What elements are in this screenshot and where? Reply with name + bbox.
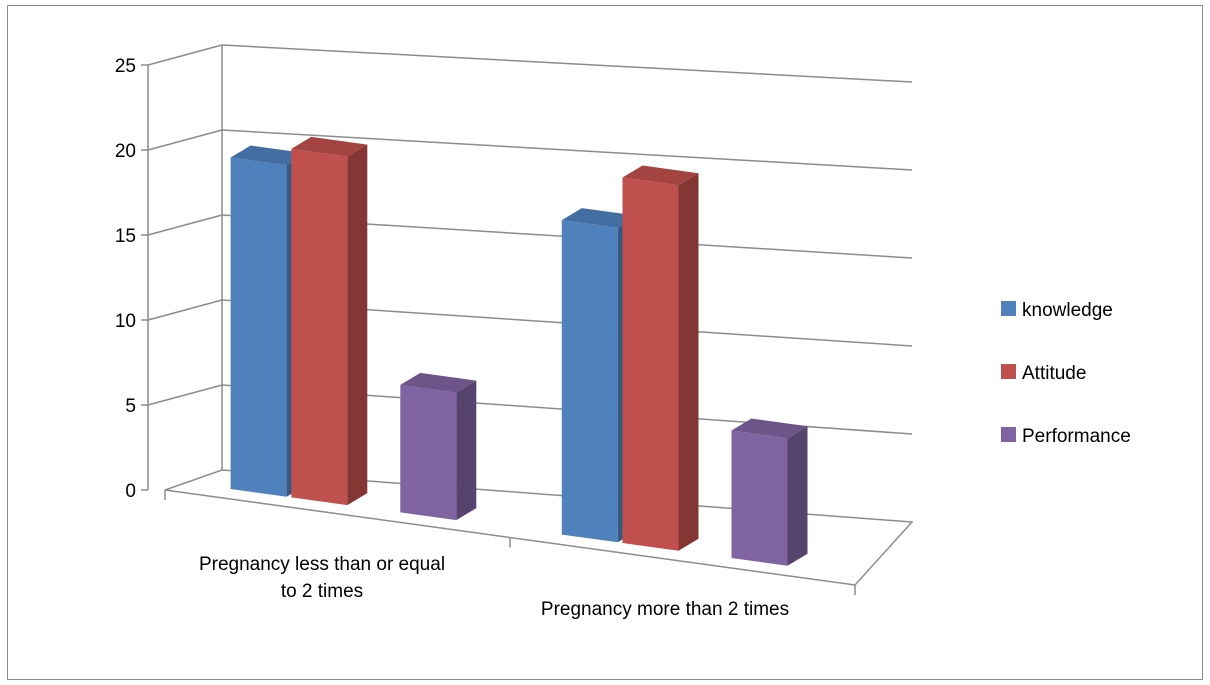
bar-top bbox=[400, 372, 477, 393]
legend-swatch-attitude bbox=[1001, 364, 1016, 379]
legend: knowledge Attitude Performance bbox=[1001, 300, 1131, 447]
bar-side bbox=[787, 426, 808, 566]
bar-top bbox=[731, 418, 808, 439]
legend-swatch-knowledge bbox=[1001, 301, 1016, 316]
bar-attitude-2 bbox=[622, 165, 699, 551]
bar-top bbox=[622, 165, 699, 186]
y-tick-label: 0 bbox=[125, 481, 136, 502]
gridline-back bbox=[221, 44, 913, 83]
bar-top bbox=[230, 145, 307, 166]
y-tick-label: 10 bbox=[115, 311, 136, 332]
bar-side bbox=[456, 380, 477, 521]
bar-front bbox=[731, 430, 788, 566]
bar-front bbox=[400, 384, 457, 521]
legend-swatch-performance bbox=[1001, 427, 1016, 442]
bar-performance-1 bbox=[400, 372, 477, 521]
category-label: Pregnancy less than or equal bbox=[199, 554, 445, 575]
bar-front bbox=[622, 177, 679, 551]
legend-label-knowledge: knowledge bbox=[1022, 300, 1113, 321]
y-tick-label: 25 bbox=[115, 56, 136, 77]
y-tick-label: 5 bbox=[125, 396, 136, 417]
gridline-side bbox=[147, 44, 223, 66]
bar-performance-2 bbox=[731, 418, 808, 566]
bar-front bbox=[561, 220, 618, 543]
bar-front bbox=[230, 157, 287, 497]
y-axis-ticks: 0 5 10 15 20 25 bbox=[115, 56, 148, 502]
bar-top bbox=[561, 208, 638, 228]
bar-side bbox=[347, 144, 368, 506]
category-labels: Pregnancy less than or equal to 2 times Pr… bbox=[199, 554, 789, 620]
gridline-side bbox=[147, 384, 223, 406]
chart-walls bbox=[147, 45, 914, 595]
gridline-side bbox=[147, 129, 223, 151]
bar-front bbox=[291, 148, 348, 506]
gridline-side bbox=[147, 214, 223, 236]
y-tick-label: 15 bbox=[115, 226, 136, 247]
gridline-back bbox=[221, 129, 913, 171]
bar-top bbox=[291, 136, 368, 157]
y-tick-label: 20 bbox=[115, 141, 136, 162]
floor-outline bbox=[164, 469, 914, 586]
category-label: Pregnancy more than 2 times bbox=[541, 599, 789, 620]
bars bbox=[230, 136, 808, 566]
legend-label-performance: Performance bbox=[1022, 426, 1131, 447]
category-label: to 2 times bbox=[281, 581, 363, 602]
gridline-side bbox=[147, 299, 223, 321]
bar-side bbox=[678, 173, 699, 551]
bar-attitude-1 bbox=[291, 136, 368, 506]
legend-label-attitude: Attitude bbox=[1022, 363, 1086, 384]
